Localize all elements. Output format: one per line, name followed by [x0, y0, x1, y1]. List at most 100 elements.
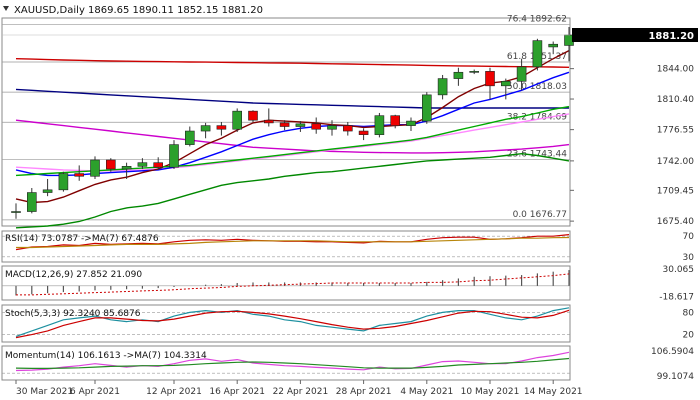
- candlestick: [153, 157, 163, 170]
- candle-body: [437, 78, 448, 96]
- candlestick: [485, 67, 495, 100]
- candle-body: [185, 130, 195, 145]
- candle-body: [279, 122, 290, 127]
- candle-body: [500, 81, 511, 87]
- macd-frame: [1, 265, 571, 301]
- candle-body: [137, 162, 148, 167]
- candle-body: [469, 71, 480, 73]
- fibonacci-level-label: 38.2 1784.69: [507, 112, 567, 122]
- fibonacci-level-label: 23.6 1743.44: [507, 150, 567, 160]
- symbol-label: XAUUSD,Daily: [14, 5, 85, 16]
- x-axis-tick-label: 12 Apr 2021: [146, 387, 202, 397]
- momentum-y-tick-label: 106.5904: [651, 347, 694, 357]
- candlestick: [311, 117, 322, 134]
- fibonacci-level-label: 50.0 1818.03: [507, 82, 567, 92]
- candlestick: [279, 120, 290, 131]
- candlestick: [26, 188, 37, 214]
- price-y-tick-label: 1776.55: [657, 126, 694, 136]
- rsi-label: RSI(14) 73.0787 ->MA(7) 67.4876: [5, 234, 159, 244]
- candle-body: [42, 189, 53, 193]
- candlestick: [548, 41, 559, 55]
- candle-body: [532, 40, 543, 68]
- x-axis-tick-label: 4 May 2021: [400, 387, 453, 397]
- rsi-frame: [1, 230, 571, 263]
- candlestick: [121, 162, 132, 179]
- candle-body: [295, 123, 306, 127]
- candle-body: [90, 159, 100, 177]
- momentum-y-tick-label: 99.1074: [657, 372, 694, 382]
- candle-body: [342, 125, 353, 132]
- rsi-pane: 30 70: [1, 230, 695, 263]
- candle-body: [248, 110, 258, 121]
- stoch-y-tick-label: 80: [683, 308, 695, 318]
- moving-average-line: [15, 119, 570, 154]
- candlestick: [216, 122, 227, 136]
- rsi-y-tick-label: 30: [683, 253, 695, 263]
- collapse-triangle-icon[interactable]: [3, 6, 9, 11]
- current-price-badge: [572, 28, 698, 43]
- price-pane: 1675.40 1709.45 1742.00 1776.55 1810.40 1844.…: [1, 15, 698, 229]
- candlestick: [90, 156, 100, 179]
- chart-header: XAUUSD,Daily 1869.65 1890.11 1852.15 188…: [3, 5, 263, 16]
- candlestick: [406, 117, 416, 132]
- candlestick: [327, 120, 337, 136]
- candlestick: [421, 92, 432, 124]
- candlestick: [500, 78, 511, 100]
- candle-body: [153, 162, 163, 168]
- candle-body: [263, 119, 274, 124]
- candlestick: [248, 110, 258, 122]
- x-axis-tick-label: 10 May 2021: [461, 387, 520, 397]
- candle-body: [74, 173, 84, 177]
- candlestick: [137, 158, 148, 170]
- candle-body: [169, 144, 179, 168]
- candlestick: [437, 74, 448, 100]
- candlestick: [200, 122, 211, 139]
- candlestick: [532, 38, 543, 71]
- x-axis-tick-label: 22 Apr 2021: [273, 387, 329, 397]
- price-y-tick-label: 1675.40: [657, 217, 694, 227]
- moving-average-line: [15, 152, 570, 229]
- momentum-series-line: [15, 351, 570, 372]
- candle-body: [200, 125, 211, 132]
- x-axis-tick-label: 28 Apr 2021: [336, 387, 392, 397]
- candle-body: [11, 211, 21, 213]
- current-price-label: 1881.20: [648, 31, 694, 42]
- candle-body: [453, 71, 464, 79]
- candlestick: [58, 171, 69, 192]
- candle-body: [121, 166, 132, 170]
- candle-body: [311, 123, 322, 130]
- candlestick: [453, 67, 464, 86]
- candle-body: [548, 43, 559, 48]
- candlestick: [358, 128, 369, 141]
- candlestick: [390, 114, 401, 129]
- candlestick: [263, 108, 274, 127]
- moving-average-line: [15, 49, 570, 204]
- momentum-label: Momentum(14) 106.1613 ->MA(7) 104.3314: [5, 351, 207, 361]
- macd-signal-line: [16, 273, 570, 296]
- x-axis-tick-label: 30 Mar 2021: [16, 387, 73, 397]
- candle-body: [26, 192, 37, 212]
- rsi-y-tick-label: 70: [683, 232, 695, 242]
- candle-body: [358, 130, 369, 135]
- rsi-series-line: [16, 236, 570, 249]
- momentum-series-line: [15, 357, 570, 369]
- candle-body: [106, 159, 116, 170]
- stoch-series-line: [15, 309, 570, 339]
- x-axis-tick-label: 6 Apr 2021: [70, 387, 120, 397]
- candlestick: [469, 69, 480, 75]
- stoch-y-tick-label: 20: [683, 331, 695, 341]
- candlestick: [232, 108, 242, 132]
- x-axis-tick-label: 14 May 2021: [524, 387, 583, 397]
- candle-body: [374, 115, 385, 135]
- moving-average-line: [15, 113, 570, 172]
- candlestick: [11, 203, 21, 219]
- fibonacci-level-label: 0.0 1676.77: [513, 210, 567, 220]
- stoch-label: Stoch(5,3,3) 92.3240 85.6876: [5, 309, 141, 319]
- candlestick: [74, 165, 84, 181]
- moving-average-line: [15, 71, 570, 177]
- candle-body: [421, 94, 432, 122]
